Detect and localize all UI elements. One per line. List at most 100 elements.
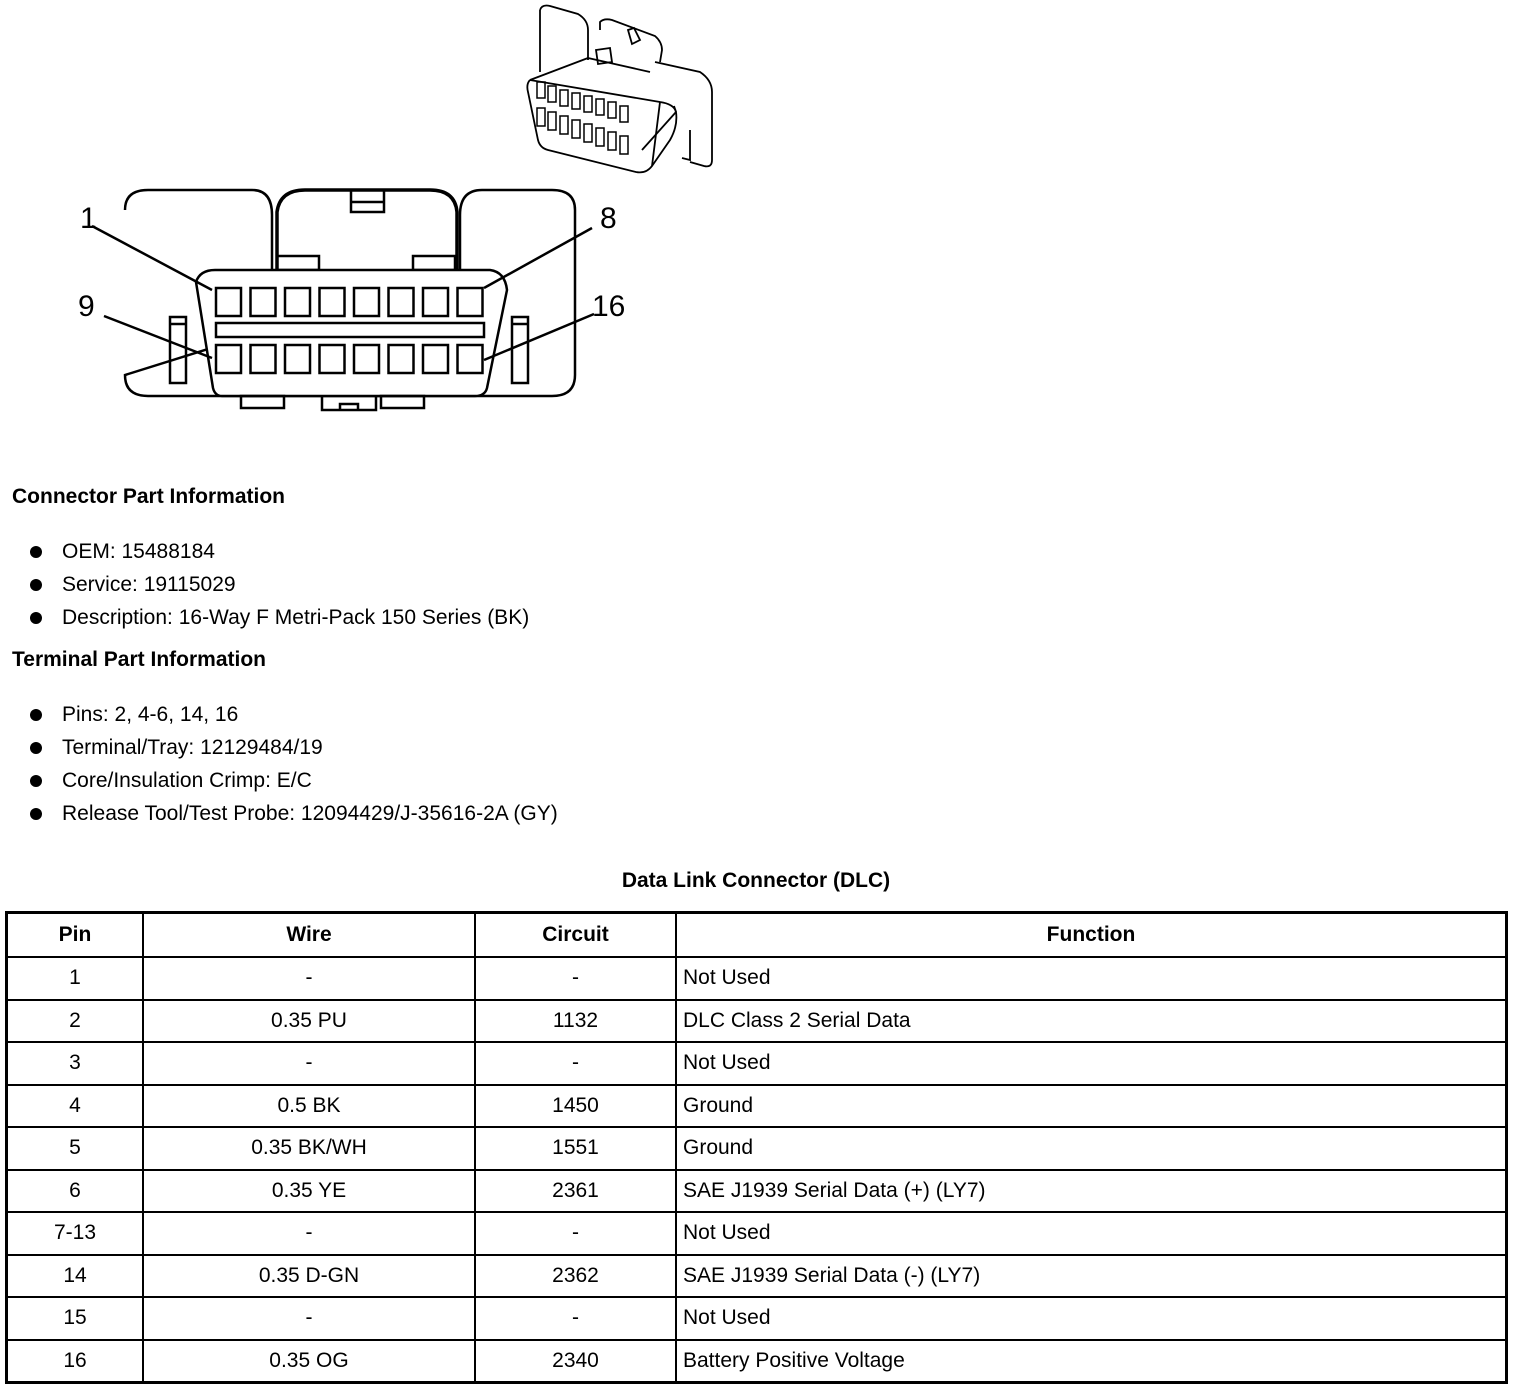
- cell-circuit: 2362: [474, 1253, 677, 1298]
- cell-function: Not Used: [675, 956, 1508, 1001]
- cell-function: DLC Class 2 Serial Data: [675, 998, 1508, 1043]
- pin-label-9: 9: [78, 290, 95, 323]
- pin-cavity-11: [283, 343, 312, 375]
- pin-label-16: 16: [592, 290, 625, 323]
- table-row: 16 0.35 OG 2340 Battery Positive Voltage: [5, 1338, 1508, 1384]
- table-row: 1- - Not Used: [5, 956, 1508, 1001]
- cell-function: Ground: [675, 1083, 1508, 1128]
- bullet-icon: [30, 808, 42, 820]
- cell-pin: 14: [5, 1253, 144, 1298]
- pin-cavity-6: [387, 286, 415, 318]
- list-item: OEM: 15488184: [0, 535, 529, 568]
- table-row: 14 0.35 D-GN 2362 SAE J1939 Serial Data (-)…: [5, 1253, 1508, 1298]
- list-item-text: Pins: 2, 4-6, 14, 16: [62, 703, 239, 726]
- cell-pin: 3: [5, 1041, 144, 1086]
- cell-wire: -: [142, 1211, 476, 1256]
- connector-face-view: 1 8 9 16: [78, 188, 625, 412]
- list-item-text: Terminal/Tray: 12129484/19: [62, 736, 323, 759]
- pin-label-1: 1: [80, 202, 97, 235]
- connector-diagram: 1 8 9 16: [78, 4, 713, 412]
- cell-wire: -: [142, 1041, 476, 1086]
- cell-function: Ground: [675, 1126, 1508, 1171]
- list-item: Core/Insulation Crimp: E/C: [0, 764, 558, 797]
- cell-wire: 0.35 PU: [142, 998, 476, 1043]
- cell-circuit: -: [474, 1041, 677, 1086]
- cell-function: Not Used: [675, 1041, 1508, 1086]
- pin-cavity-14: [387, 343, 415, 375]
- pin-cavity-9: [214, 343, 243, 375]
- pin-cavity-7: [421, 286, 450, 318]
- table-row: 4 0.5 BK 1450 Ground: [5, 1083, 1508, 1128]
- cell-circuit: -: [474, 1211, 677, 1256]
- table-row: 5 0.35 BK/WH 1551 Ground: [5, 1126, 1508, 1171]
- header-wire: Wire: [142, 911, 476, 958]
- pin-cavity-16: [456, 343, 484, 375]
- pin-cavity-12: [318, 343, 346, 375]
- header-function: Function: [675, 911, 1508, 958]
- pin-cavity-8: [456, 286, 484, 318]
- cell-circuit: 2361: [474, 1168, 677, 1213]
- bullet-icon: [30, 742, 42, 754]
- list-item: Description: 16-Way F Metri-Pack 150 Ser…: [0, 601, 529, 634]
- pin-cavity-3: [283, 286, 312, 318]
- table-row: 6 0.35 YE 2361 SAE J1939 Serial Data (+) (L…: [5, 1168, 1508, 1213]
- bullet-icon: [30, 775, 42, 787]
- list-item: Service: 19115029: [0, 568, 529, 601]
- pin-label-8: 8: [600, 202, 617, 235]
- pin-cavity-13: [352, 343, 381, 375]
- cell-circuit: -: [474, 956, 677, 1001]
- table-header-row: Pin Wire Circuit Function: [5, 911, 1508, 958]
- pinout-table: Pin Wire Circuit Function 1- - Not Used 2 0.…: [5, 911, 1508, 1384]
- pin-cavity-5: [352, 286, 381, 318]
- cell-wire: 0.35 D-GN: [142, 1253, 476, 1298]
- cell-pin: 4: [5, 1083, 144, 1128]
- list-item: Release Tool/Test Probe: 12094429/J-3561…: [0, 797, 558, 830]
- list-item: Terminal/Tray: 12129484/19: [0, 731, 558, 764]
- table-row: 2 0.35 PU 1132 DLC Class 2 Serial Data: [5, 998, 1508, 1043]
- cell-pin: 2: [5, 998, 144, 1043]
- cell-wire: -: [142, 956, 476, 1001]
- cell-pin: 1: [5, 956, 144, 1001]
- cell-pin: 7-13: [5, 1211, 144, 1256]
- cell-circuit: -: [474, 1296, 677, 1341]
- list-item-text: OEM: 15488184: [62, 540, 215, 563]
- cell-wire: 0.5 BK: [142, 1083, 476, 1128]
- pin-cavity-2: [249, 286, 277, 318]
- bullet-icon: [30, 546, 42, 558]
- table-row: 3- - Not Used: [5, 1041, 1508, 1086]
- cell-wire: 0.35 OG: [142, 1338, 476, 1384]
- cell-function: SAE J1939 Serial Data (+) (LY7): [675, 1168, 1508, 1213]
- connector-part-info-list: OEM: 15488184 Service: 19115029 Descript…: [0, 535, 529, 634]
- cell-function: Not Used: [675, 1296, 1508, 1341]
- bullet-icon: [30, 709, 42, 721]
- pin-cavity-10: [249, 343, 277, 375]
- cell-circuit: 1450: [474, 1083, 677, 1128]
- pin-cavity-1: [214, 286, 243, 318]
- connector-part-info-heading: Connector Part Information: [12, 485, 286, 508]
- header-pin: Pin: [5, 911, 144, 958]
- table-row: 7-13- - Not Used: [5, 1211, 1508, 1256]
- cell-wire: 0.35 BK/WH: [142, 1126, 476, 1171]
- terminal-part-info-list: Pins: 2, 4-6, 14, 16 Terminal/Tray: 1212…: [0, 698, 558, 830]
- table-caption: Data Link Connector (DLC): [621, 869, 891, 892]
- cell-pin: 5: [5, 1126, 144, 1171]
- cell-pin: 16: [5, 1338, 144, 1384]
- terminal-part-info-heading: Terminal Part Information: [12, 648, 266, 671]
- bullet-icon: [30, 579, 42, 591]
- pin-cavity-4: [318, 286, 346, 318]
- list-item-text: Release Tool/Test Probe: 12094429/J-3561…: [62, 802, 558, 825]
- cell-function: Not Used: [675, 1211, 1508, 1256]
- bullet-icon: [30, 612, 42, 624]
- cell-pin: 15: [5, 1296, 144, 1341]
- list-item: Pins: 2, 4-6, 14, 16: [0, 698, 558, 731]
- list-item-text: Service: 19115029: [62, 573, 236, 596]
- list-item-text: Core/Insulation Crimp: E/C: [62, 769, 312, 792]
- cell-function: Battery Positive Voltage: [675, 1338, 1508, 1384]
- connector-3d-view: [526, 4, 713, 174]
- table-row: 15- - Not Used: [5, 1296, 1508, 1341]
- cell-function: SAE J1939 Serial Data (-) (LY7): [675, 1253, 1508, 1298]
- cell-wire: 0.35 YE: [142, 1168, 476, 1213]
- cell-circuit: 1132: [474, 998, 677, 1043]
- cell-wire: -: [142, 1296, 476, 1341]
- list-item-text: Description: 16-Way F Metri-Pack 150 Ser…: [62, 606, 530, 629]
